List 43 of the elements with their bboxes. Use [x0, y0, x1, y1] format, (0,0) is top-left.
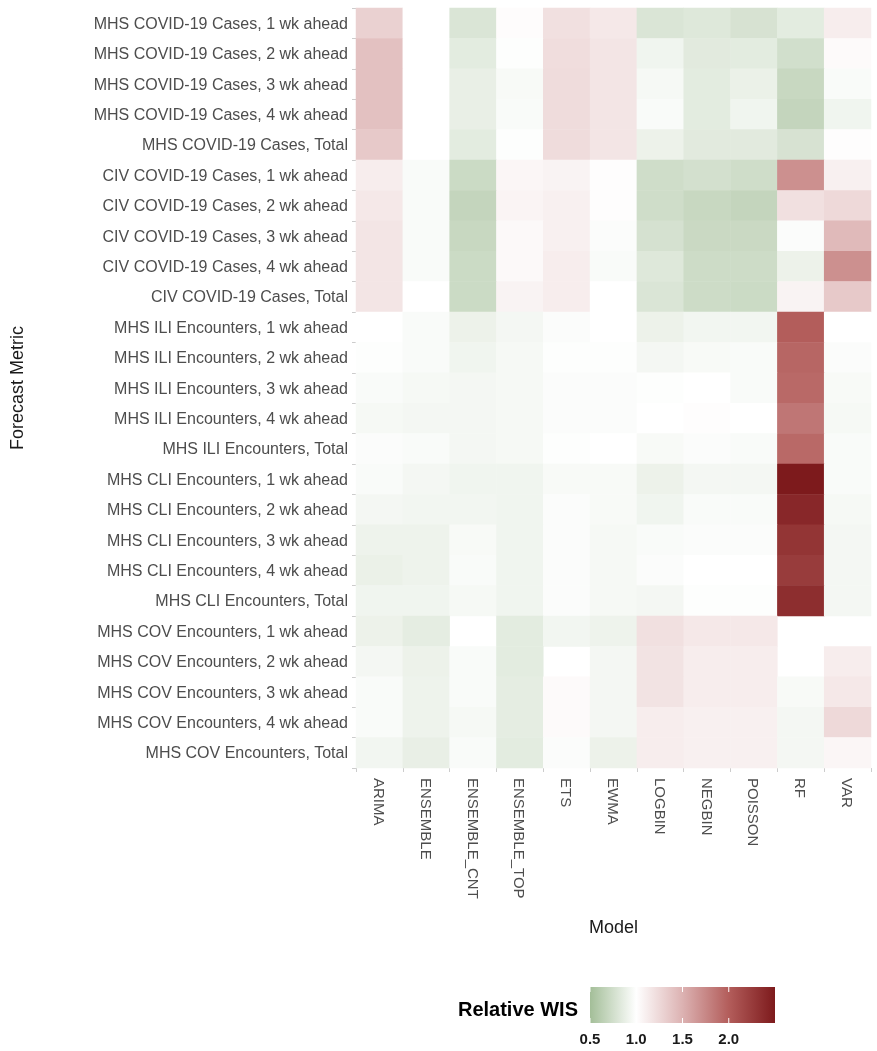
x-tick-label: EWMA — [605, 778, 622, 825]
y-tick-label: MHS CLI Encounters, 1 wk ahead — [106, 470, 348, 488]
x-axis-title: Model — [588, 917, 639, 937]
y-tick-label: MHS ILI Encounters, 2 wk ahead — [114, 349, 348, 367]
x-tick-label: ENSEMBLE — [417, 778, 435, 860]
y-tick-label: MHS COV Encounters, 3 wk ahead — [97, 683, 348, 701]
color-bar-label: 0.5 — [579, 1030, 601, 1047]
y-tick-label: MHS COVID-19 Cases, 3 wk ahead — [93, 75, 348, 93]
y-tick-label: MHS ILI Encounters, 3 wk ahead — [114, 379, 348, 397]
y-tick-label: MHS COVID-19 Cases, 4 wk ahead — [93, 105, 348, 123]
x-tick-label: VAR — [839, 778, 857, 808]
y-tick-label: CIV COVID-19 Cases, 4 wk ahead — [102, 257, 348, 275]
x-tick-label: ENSEMBLE_CNT — [464, 778, 482, 899]
y-tick-label: CIV COVID-19 Cases, 2 wk ahead — [102, 197, 348, 215]
y-tick-label: MHS CLI Encounters, Total — [155, 592, 348, 610]
x-tick-label: NEGBIN — [698, 778, 716, 836]
x-tick-label: ARIMA — [370, 778, 388, 826]
y-tick-label: MHS COV Encounters, Total — [145, 744, 348, 762]
y-tick-label: MHS CLI Encounters, 3 wk ahead — [106, 531, 348, 549]
y-tick-label: MHS ILI Encounters, Total — [162, 440, 348, 458]
x-tick-label: ENSEMBLE_TOP — [511, 778, 529, 899]
color-bar-label: 1.0 — [625, 1030, 647, 1047]
x-tick-label: RF — [792, 778, 810, 798]
y-tick-label: MHS CLI Encounters, 2 wk ahead — [106, 501, 348, 519]
y-tick-label: CIV COVID-19 Cases, 1 wk ahead — [102, 166, 348, 184]
color-bar-title: Relative WIS — [457, 998, 578, 1020]
x-tick-label: POISSON — [745, 778, 763, 847]
y-tick-label: MHS COVID-19 Cases, Total — [142, 136, 348, 154]
y-tick-label: CIV COVID-19 Cases, Total — [150, 288, 348, 306]
y-tick-label: CIV COVID-19 Cases, 3 wk ahead — [102, 227, 348, 245]
color-bar-label: 2.0 — [718, 1030, 740, 1047]
y-tick-label: MHS COVID-19 Cases, 2 wk ahead — [93, 45, 348, 63]
y-tick-label: MHS COV Encounters, 4 wk ahead — [97, 713, 348, 731]
y-axis-title: Forecast Metric — [7, 325, 27, 451]
color-bar-label: 1.5 — [672, 1030, 693, 1047]
x-tick-label: ETS — [558, 778, 576, 808]
y-tick-label: MHS COV Encounters, 1 wk ahead — [97, 622, 348, 640]
y-tick-label: MHS COV Encounters, 2 wk ahead — [97, 653, 348, 671]
y-tick-label: MHS ILI Encounters, 1 wk ahead — [114, 318, 348, 336]
x-tick-label: LOGBIN — [651, 778, 669, 835]
y-tick-label: MHS CLI Encounters, 4 wk ahead — [106, 561, 348, 579]
y-tick-label: MHS ILI Encounters, 4 wk ahead — [114, 409, 348, 427]
y-tick-label: MHS COVID-19 Cases, 1 wk ahead — [93, 14, 348, 32]
